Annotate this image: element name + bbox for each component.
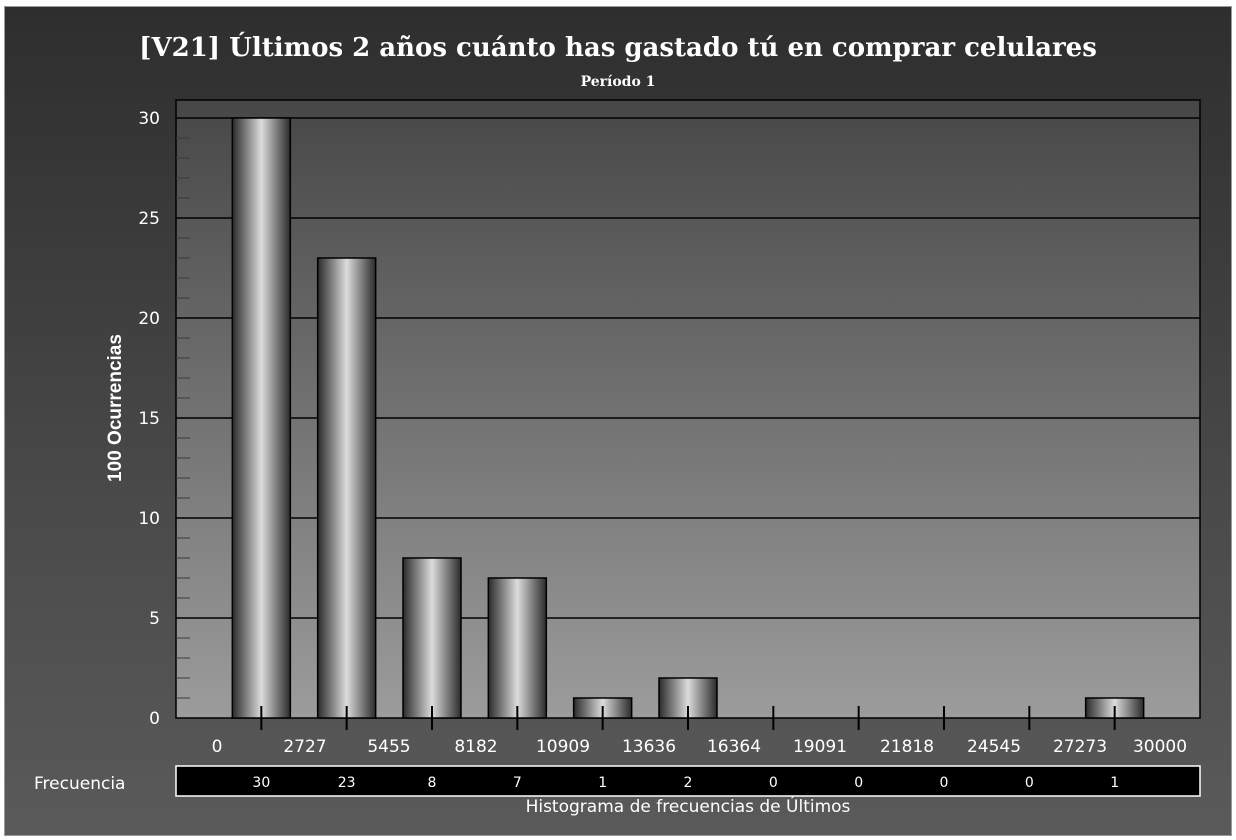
x-tick-label: 19091 [793,737,847,757]
y-tick-label: 5 [149,609,160,629]
frequency-cell: 23 [338,775,356,791]
x-tick-label: 21818 [880,737,934,757]
frequency-cell: 30 [252,775,270,791]
x-tick-label: 13636 [622,737,676,757]
bars [231,117,1145,719]
x-tick-label: 16364 [707,737,761,757]
frequency-row-label: Frecuencia [34,774,126,794]
x-tick-label: 30000 [1133,737,1187,757]
chart-subtitle: Período 1 [580,74,656,90]
frequency-cell: 7 [513,775,522,791]
y-tick-label: 10 [138,509,160,529]
y-minor-ticks [176,137,190,699]
frequency-cell: 2 [684,775,693,791]
x-tick-label: 2727 [283,737,326,757]
histogram-bar [316,257,377,719]
x-tick-labels: 0 2727 5455 8182 10909 13636 16364 19091 21818 24… [212,706,1187,757]
x-axis-label: Histograma de frecuencias de Últimos [525,797,851,817]
chart-title: [V21] Últimos 2 años cuánto has gastado … [139,33,1097,63]
x-tick-label: 5455 [367,737,410,757]
frequency-cell: 8 [428,775,437,791]
y-tick-label: 25 [138,209,160,229]
frequency-cell: 0 [769,775,778,791]
frequency-cell: 0 [940,775,949,791]
y-axis-label: 100 Ocurrencias [105,334,126,482]
y-tick-label: 20 [138,309,160,329]
frequency-row-box [175,765,1201,797]
x-tick-label: 27273 [1053,737,1107,757]
y-tick-labels: 0 5 10 15 20 25 30 [138,109,160,729]
x-tick-label: 10909 [536,737,590,757]
y-tick-label: 0 [149,709,160,729]
frequency-row: 30 23 8 7 1 2 0 0 0 0 1 [252,775,1119,791]
histogram-bar [402,557,462,719]
x-tick-label: 24545 [967,737,1021,757]
x-tick-label: 0 [212,737,223,757]
x-tick-label: 8182 [454,737,497,757]
y-tick-label: 30 [138,109,160,129]
histogram-bar [231,117,292,719]
frequency-cell: 1 [1110,775,1119,791]
frequency-cell: 1 [598,775,607,791]
frequency-cell: 0 [854,775,863,791]
y-tick-label: 15 [138,409,160,429]
histogram-bar [487,577,548,719]
frequency-cell: 0 [1025,775,1034,791]
